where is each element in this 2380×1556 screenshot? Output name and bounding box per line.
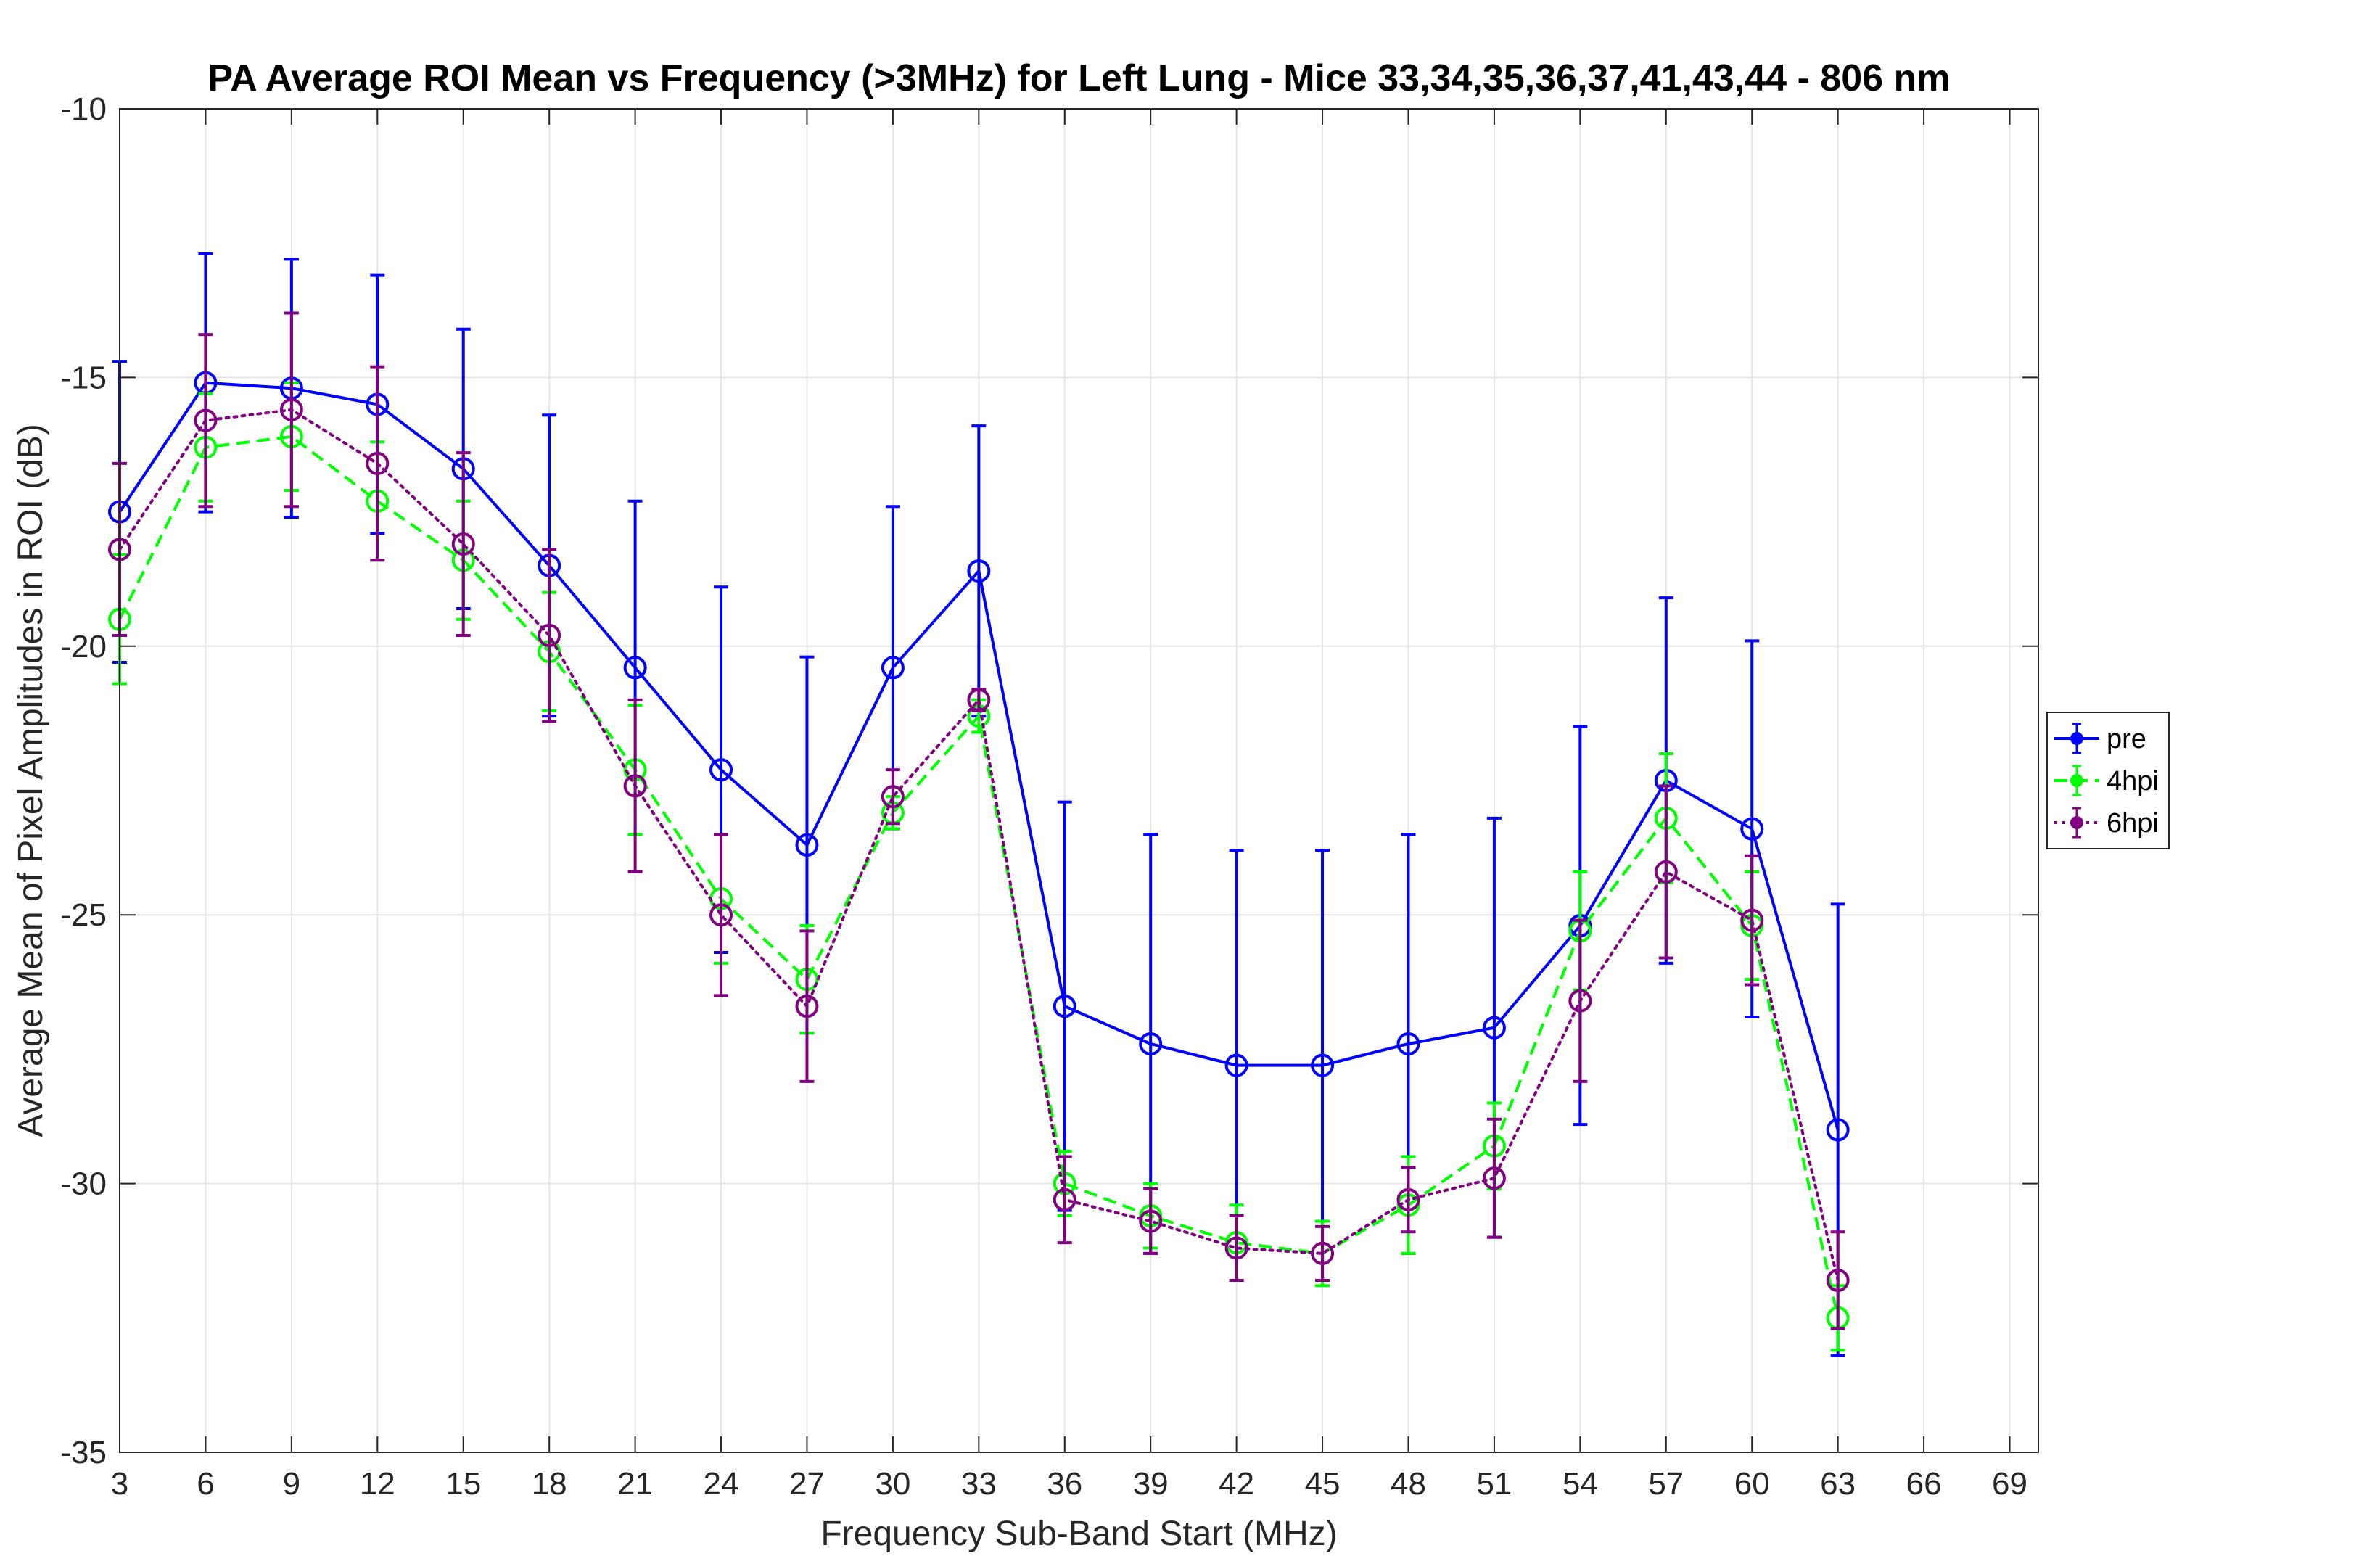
data-point bbox=[623, 774, 647, 798]
x-tick-label: 60 bbox=[1734, 1466, 1770, 1502]
data-point bbox=[1482, 1016, 1506, 1040]
y-tick-label: -35 bbox=[60, 1435, 107, 1470]
y-tick-label: -20 bbox=[60, 629, 107, 664]
axes-box bbox=[119, 108, 2039, 1453]
x-tick-label: 63 bbox=[1820, 1466, 1856, 1502]
y-tick-label: -25 bbox=[60, 897, 107, 933]
x-tick-label: 6 bbox=[197, 1466, 214, 1502]
x-tick-label: 9 bbox=[283, 1466, 300, 1502]
data-point bbox=[795, 995, 819, 1018]
chart-title: PA Average ROI Mean vs Frequency (>3MHz)… bbox=[207, 57, 1950, 99]
data-point bbox=[709, 758, 733, 782]
x-axis-label: Frequency Sub-Band Start (MHz) bbox=[820, 1515, 1337, 1553]
data-point bbox=[1053, 995, 1076, 1018]
data-point bbox=[881, 656, 905, 680]
series-line bbox=[118, 408, 1840, 1282]
data-point bbox=[538, 623, 561, 647]
data-point bbox=[1053, 1187, 1076, 1211]
x-tick-label: 42 bbox=[1219, 1466, 1254, 1502]
data-point bbox=[1139, 1032, 1163, 1055]
data-point bbox=[194, 408, 218, 432]
series-layer bbox=[108, 252, 1850, 1357]
series-line bbox=[118, 435, 1840, 1319]
legend-label: 6hpi bbox=[2107, 808, 2159, 839]
x-tick-label: 12 bbox=[360, 1466, 395, 1502]
legend-label: 4hpi bbox=[2107, 766, 2159, 796]
series-line bbox=[118, 381, 1840, 1131]
legend-marker bbox=[2070, 774, 2083, 787]
data-point bbox=[1311, 1053, 1335, 1077]
x-tick-label: 45 bbox=[1305, 1466, 1341, 1502]
x-tick-label: 69 bbox=[1992, 1466, 2027, 1502]
x-tick-label: 21 bbox=[617, 1466, 653, 1502]
legend: pre 4hpi 6hpi bbox=[2046, 712, 2170, 849]
ticks: 3 6 9 12 15 18 21 24 27 30 33 36 39 42 45 48 51 54 57 60 63 6… bbox=[60, 91, 2038, 1502]
data-point bbox=[709, 903, 733, 927]
data-point bbox=[967, 559, 991, 583]
data-point bbox=[1139, 1209, 1163, 1233]
x-tick-label: 15 bbox=[445, 1466, 481, 1502]
x-tick-label: 54 bbox=[1562, 1466, 1598, 1502]
x-tick-label: 57 bbox=[1648, 1466, 1684, 1502]
x-tick-label: 24 bbox=[704, 1466, 739, 1502]
data-point bbox=[1654, 860, 1678, 884]
x-tick-label: 36 bbox=[1047, 1466, 1082, 1502]
data-point bbox=[1482, 1166, 1506, 1190]
data-point bbox=[1224, 1236, 1248, 1260]
data-point bbox=[451, 532, 475, 556]
data-point bbox=[1740, 908, 1764, 932]
x-tick-label: 66 bbox=[1906, 1466, 1942, 1502]
data-point bbox=[366, 451, 390, 475]
y-axis-label: Average Mean of Pixel Amplitudes in ROI … bbox=[12, 424, 50, 1137]
data-point bbox=[1396, 1187, 1420, 1211]
data-point bbox=[1740, 817, 1764, 841]
data-point bbox=[1826, 1118, 1850, 1142]
y-tick-label: -30 bbox=[60, 1166, 107, 1202]
x-tick-label: 3 bbox=[111, 1466, 128, 1502]
x-tick-label: 27 bbox=[789, 1466, 825, 1502]
data-point bbox=[1224, 1053, 1248, 1077]
data-point bbox=[967, 688, 991, 712]
x-tick-label: 51 bbox=[1476, 1466, 1512, 1502]
data-point bbox=[623, 656, 647, 680]
x-tick-label: 18 bbox=[532, 1466, 567, 1502]
data-point bbox=[1311, 1241, 1335, 1265]
data-point bbox=[1568, 989, 1592, 1013]
y-tick-label: -10 bbox=[60, 91, 107, 127]
data-point bbox=[881, 785, 905, 809]
x-tick-label: 33 bbox=[961, 1466, 997, 1502]
x-tick-label: 30 bbox=[875, 1466, 910, 1502]
data-point bbox=[795, 833, 819, 857]
y-tick-label: -15 bbox=[60, 360, 107, 395]
data-point bbox=[1826, 1268, 1850, 1292]
legend-label: pre bbox=[2107, 724, 2146, 754]
legend-marker bbox=[2070, 732, 2083, 745]
data-point bbox=[279, 398, 303, 421]
data-point bbox=[1396, 1032, 1420, 1055]
x-tick-label: 48 bbox=[1391, 1466, 1426, 1502]
legend-marker bbox=[2070, 816, 2083, 829]
x-tick-label: 39 bbox=[1133, 1466, 1169, 1502]
